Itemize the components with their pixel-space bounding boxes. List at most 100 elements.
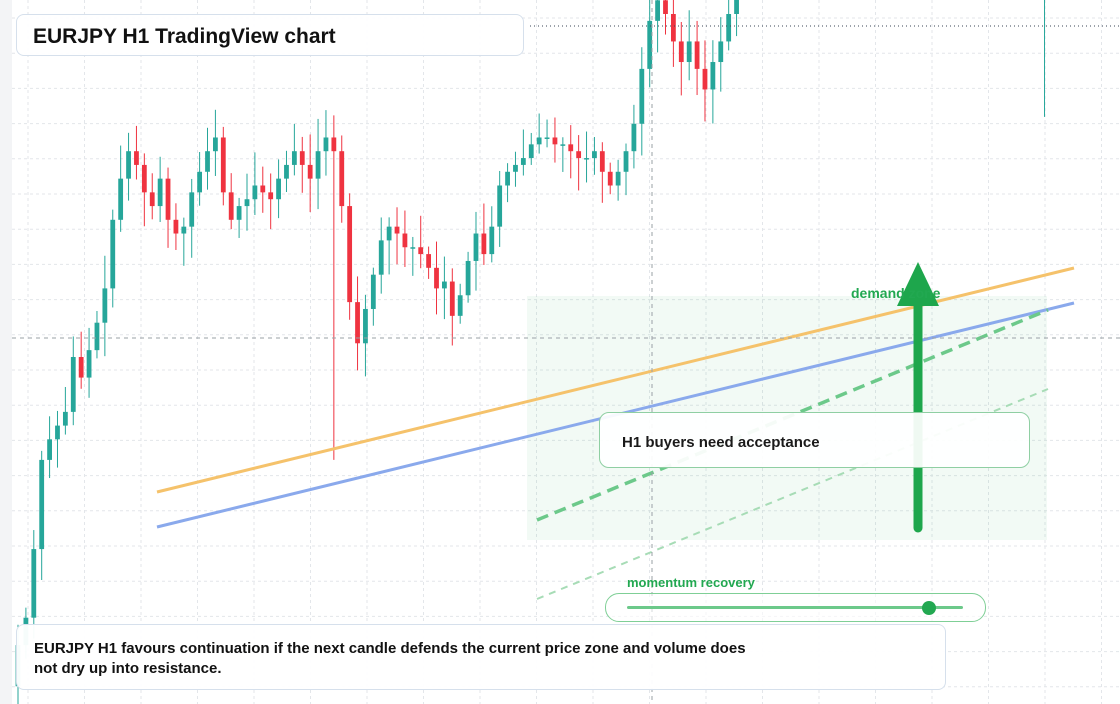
candle [647,0,653,88]
candle-body [694,41,700,69]
candle-body [197,171,203,193]
title-panel: EURJPY H1 TradingView chart [16,14,524,56]
candle [449,268,455,346]
candle [457,283,463,324]
candle-body [102,288,108,323]
candle [505,163,510,203]
candle-body [70,357,76,412]
candle-body [213,137,218,152]
candle [260,166,266,213]
candle [694,20,700,96]
candle-body [639,68,645,124]
candle-body [410,247,416,249]
candle-body [402,233,408,248]
candle [631,104,637,169]
candle [165,167,171,248]
candle-body [560,144,566,146]
candle [678,22,684,96]
candle-body [220,137,226,193]
candle-body [323,137,329,152]
summary-text: EURJPY H1 favours continuation if the ne… [34,640,746,677]
candle-body [386,226,392,241]
candle-body [331,137,337,152]
candle [655,0,660,53]
candle [442,256,447,320]
candle-body [536,137,542,145]
candle-body [347,206,353,303]
candle-body [78,357,84,378]
candle-body [47,439,52,460]
candle-body [173,219,179,234]
momentum-label: momentum recovery [627,575,755,590]
candle [473,211,479,291]
candle [560,137,566,172]
candle-body [39,459,45,550]
candle-body [576,151,582,159]
candle-body [110,219,116,289]
candle-body [31,549,37,618]
candle-body [686,41,692,63]
candle [370,267,376,326]
candle-body [655,0,660,21]
candle [402,210,408,267]
candle-body [442,281,447,289]
candle-body [726,14,732,42]
candle [276,159,281,219]
candle [118,145,124,232]
candle [426,246,432,279]
candle-body [276,178,281,200]
candle [520,129,526,176]
candle [615,159,621,201]
momentum-knob[interactable] [922,601,937,615]
candle-body [284,164,289,179]
candle-body [552,137,558,145]
momentum-slider[interactable] [605,593,986,622]
candle [584,131,589,183]
candle [363,294,368,377]
candle-body [94,322,100,351]
candle [576,135,582,191]
candle-body [607,171,613,186]
candle [670,0,676,67]
candle [544,119,550,148]
candle-body [126,151,131,179]
candle-body [434,267,439,289]
candle-body [623,151,629,172]
candle [173,203,179,250]
candle-body [149,192,155,207]
candle [378,217,384,294]
candle-body [702,68,708,90]
candle [78,331,84,389]
candle-body [260,185,266,193]
candle-body [299,151,305,165]
candle-body [599,151,605,172]
candle [47,416,52,479]
candle-body [734,0,739,14]
candle [134,125,139,180]
candle [623,143,629,196]
candle [149,173,155,220]
candle [607,162,613,195]
candle [307,134,313,213]
candle [726,0,732,51]
candle-body [528,144,534,159]
candle-body [568,144,574,152]
candle [220,126,226,206]
candle [489,206,495,263]
candle [39,450,45,581]
candle [513,151,518,187]
candle [205,127,210,190]
candles [15,0,1046,704]
candle-body [62,411,68,426]
candle [702,40,708,122]
candle [386,217,392,275]
candle [355,276,360,371]
callout-box: H1 buyers need acceptance [599,412,1030,468]
candle-body [307,164,313,179]
candle [299,136,305,193]
candle-body [418,247,424,255]
candle-body [181,226,187,234]
candle-body [355,302,360,344]
candle [268,173,274,230]
